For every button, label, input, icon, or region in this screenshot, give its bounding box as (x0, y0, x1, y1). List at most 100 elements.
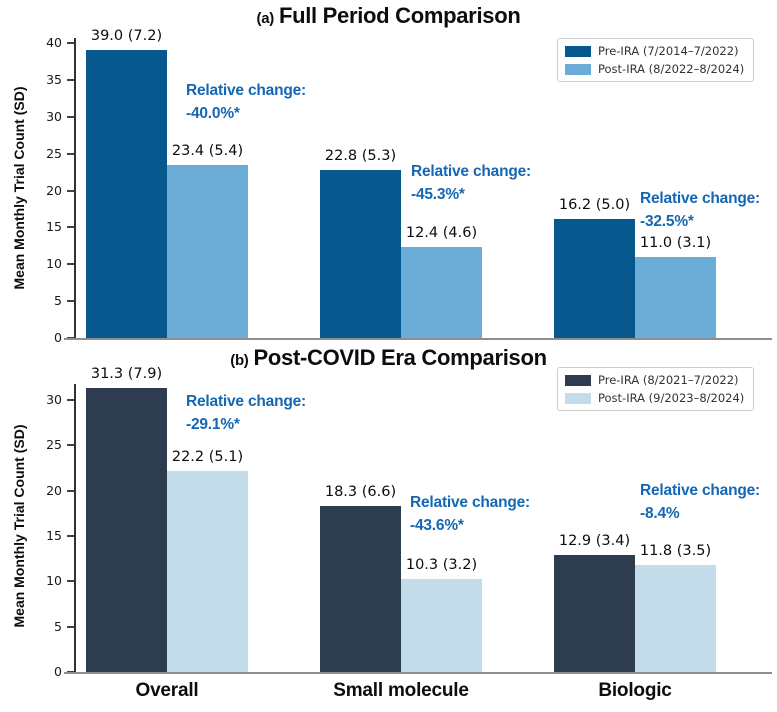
bar-value-label-pre-small-molecule: 22.8 (5.3) (324, 148, 397, 164)
panel-b-legend: Pre-IRA (8/2021–7/2022) Post-IRA (9/2023–… (557, 367, 755, 411)
relative-change-value: -29.1%* (186, 416, 240, 433)
relative-change-b-small-molecule: Relative change: -43.6%* (410, 491, 530, 537)
panel-a-ytick-mark-35 (67, 79, 74, 81)
panel-a-legend: Pre-IRA (7/2014–7/2022) Post-IRA (8/2022–… (557, 38, 755, 82)
panel-a-ytick-label-25: 25 (46, 146, 62, 161)
bar-pre-ira-biologic (554, 555, 635, 672)
panel-a-ytick-label-5: 5 (54, 293, 62, 308)
bar-value-label-post-biologic: 11.8 (3.5) (639, 543, 712, 559)
panel-b-title-text: Post-COVID Era Comparison (253, 345, 548, 370)
relative-change-a-overall: Relative change: -40.0%* (186, 79, 306, 125)
panel-a-ytick-mark-30 (67, 116, 74, 118)
bar-value-label-post-small-molecule: 10.3 (3.2) (405, 557, 478, 573)
relative-change-value: -45.3%* (411, 186, 465, 203)
panel-a-ytick-mark-40 (67, 42, 74, 44)
pre-ira-swatch-icon (565, 45, 591, 57)
panel-a-ytick-label-0: 0 (54, 330, 62, 345)
panel-b-title-prefix: (b) (230, 352, 249, 369)
bar-post-ira-small-molecule (401, 579, 482, 672)
panel-b-ytick-label-5: 5 (54, 619, 62, 634)
panel-b-x-axis (64, 672, 772, 674)
panel-a-ytick-mark-15 (67, 226, 74, 228)
legend-row-pre-ira: Pre-IRA (8/2021–7/2022) (565, 373, 744, 387)
post-ira-swatch-icon (565, 63, 591, 75)
bar-value-label-pre-biologic: 12.9 (3.4) (558, 533, 631, 549)
panel-b-ytick-mark-30 (67, 399, 74, 401)
legend-row-pre-ira: Pre-IRA (7/2014–7/2022) (565, 44, 744, 58)
panel-b-ytick-label-20: 20 (46, 483, 62, 498)
relative-change-heading: Relative change: (411, 163, 531, 180)
relative-change-value: -43.6%* (410, 517, 464, 534)
panel-a-ytick-mark-5 (67, 300, 74, 302)
bar-value-label-post-biologic: 11.0 (3.1) (639, 235, 712, 251)
bar-pre-ira-overall (86, 388, 167, 672)
x-category-biologic: Biologic (598, 680, 672, 701)
bar-post-ira-overall (167, 165, 248, 338)
bar-value-label-pre-small-molecule: 18.3 (6.6) (324, 484, 397, 500)
relative-change-heading: Relative change: (410, 494, 530, 511)
panel-a-ytick-label-10: 10 (46, 256, 62, 271)
panel-a-ytick-label-35: 35 (46, 72, 62, 87)
bar-post-ira-overall (167, 471, 248, 672)
relative-change-a-small-molecule: Relative change: -45.3%* (411, 160, 531, 206)
panel-a-x-axis (64, 338, 772, 340)
bar-post-ira-biologic (635, 565, 716, 672)
legend-row-post-ira: Post-IRA (9/2023–8/2024) (565, 391, 744, 405)
x-category-overall: Overall (135, 680, 199, 701)
panel-b-ytick-label-0: 0 (54, 664, 62, 679)
panel-b-title: (b) Post-COVID Era Comparison (0, 345, 777, 371)
panel-b-y-axis (74, 384, 76, 674)
panel-b-ytick-mark-5 (67, 626, 74, 628)
bar-value-label-post-small-molecule: 12.4 (4.6) (405, 225, 478, 241)
bar-post-ira-small-molecule (401, 247, 482, 338)
relative-change-b-overall: Relative change: -29.1%* (186, 390, 306, 436)
bar-post-ira-biologic (635, 257, 716, 338)
relative-change-heading: Relative change: (186, 82, 306, 99)
panel-a-ytick-label-20: 20 (46, 183, 62, 198)
legend-label-post-ira: Post-IRA (8/2022–8/2024) (598, 62, 745, 76)
relative-change-value: -8.4% (640, 505, 680, 522)
panel-b-ytick-mark-10 (67, 580, 74, 582)
panel-a-y-axis (74, 38, 76, 340)
relative-change-heading: Relative change: (640, 190, 760, 207)
bar-pre-ira-biologic (554, 219, 635, 338)
relative-change-heading: Relative change: (640, 482, 760, 499)
panel-b-ytick-mark-25 (67, 444, 74, 446)
relative-change-b-biologic: Relative change: -8.4% (640, 479, 760, 525)
bar-value-label-pre-overall: 31.3 (7.9) (90, 366, 163, 382)
bar-value-label-post-overall: 23.4 (5.4) (171, 143, 244, 159)
bar-pre-ira-small-molecule (320, 506, 401, 672)
relative-change-value: -32.5%* (640, 213, 694, 230)
bar-pre-ira-overall (86, 50, 167, 338)
bar-value-label-pre-biologic: 16.2 (5.0) (558, 197, 631, 213)
panel-b-ytick-label-15: 15 (46, 528, 62, 543)
post-ira-swatch-icon (565, 392, 591, 404)
panel-b-ytick-label-10: 10 (46, 573, 62, 588)
panel-b-ytick-label-30: 30 (46, 392, 62, 407)
panel-a-title-prefix: (a) (256, 10, 275, 27)
legend-label-pre-ira: Pre-IRA (7/2014–7/2022) (598, 44, 739, 58)
panel-a-title-text: Full Period Comparison (278, 3, 521, 28)
panel-a-ytick-mark-20 (67, 190, 74, 192)
bar-value-label-pre-overall: 39.0 (7.2) (90, 28, 163, 44)
x-category-small-molecule: Small molecule (333, 680, 469, 701)
panel-a-ytick-mark-25 (67, 153, 74, 155)
panel-b-ytick-mark-15 (67, 535, 74, 537)
panel-a-ytick-label-30: 30 (46, 109, 62, 124)
panel-a-ytick-label-15: 15 (46, 219, 62, 234)
panel-a-ytick-mark-10 (67, 263, 74, 265)
panel-a-ytick-label-40: 40 (46, 35, 62, 50)
panel-b-ytick-mark-20 (67, 490, 74, 492)
panel-b-ytick-label-25: 25 (46, 437, 62, 452)
legend-label-pre-ira: Pre-IRA (8/2021–7/2022) (598, 373, 739, 387)
bar-value-label-post-overall: 22.2 (5.1) (171, 449, 244, 465)
pre-ira-swatch-icon (565, 374, 591, 386)
legend-row-post-ira: Post-IRA (8/2022–8/2024) (565, 62, 744, 76)
panel-a-title: (a) Full Period Comparison (0, 3, 777, 29)
relative-change-value: -40.0%* (186, 105, 240, 122)
bar-pre-ira-small-molecule (320, 170, 401, 338)
legend-label-post-ira: Post-IRA (9/2023–8/2024) (598, 391, 745, 405)
relative-change-a-biologic: Relative change: -32.5%* (640, 187, 760, 233)
relative-change-heading: Relative change: (186, 393, 306, 410)
